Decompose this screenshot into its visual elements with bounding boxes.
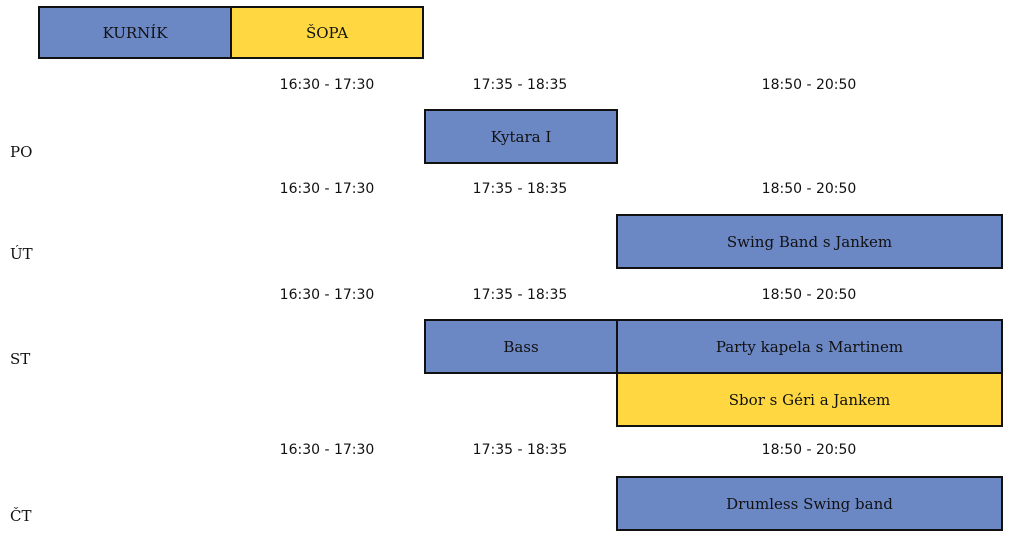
- time-slot-3: 18:50 - 20:50: [761, 287, 857, 303]
- time-slot-3: 18:50 - 20:50: [761, 442, 857, 458]
- legend-kurnik: KURNÍK: [38, 6, 232, 59]
- event-party-kapela: Party kapela s Martinem: [616, 319, 1003, 374]
- event-sbor: Sbor s Géri a Jankem: [616, 372, 1003, 427]
- event-swing-band: Swing Band s Jankem: [616, 214, 1003, 269]
- time-slot-2: 17:35 - 18:35: [472, 287, 568, 303]
- time-slot-2: 17:35 - 18:35: [472, 77, 568, 93]
- legend-sopa: ŠOPA: [230, 6, 424, 59]
- day-label-ct: ČT: [10, 507, 32, 525]
- time-slot-3: 18:50 - 20:50: [761, 181, 857, 197]
- event-drumless-swing-band: Drumless Swing band: [616, 476, 1003, 531]
- time-slot-2: 17:35 - 18:35: [472, 181, 568, 197]
- time-slot-1: 16:30 - 17:30: [279, 77, 375, 93]
- day-label-st: ST: [10, 350, 31, 368]
- event-kytara-i: Kytara I: [424, 109, 618, 164]
- day-label-po: PO: [10, 143, 33, 161]
- time-slot-1: 16:30 - 17:30: [279, 287, 375, 303]
- event-bass: Bass: [424, 319, 618, 374]
- time-slot-1: 16:30 - 17:30: [279, 442, 375, 458]
- day-label-ut: ÚT: [10, 245, 33, 263]
- time-slot-1: 16:30 - 17:30: [279, 181, 375, 197]
- time-slot-2: 17:35 - 18:35: [472, 442, 568, 458]
- time-slot-3: 18:50 - 20:50: [761, 77, 857, 93]
